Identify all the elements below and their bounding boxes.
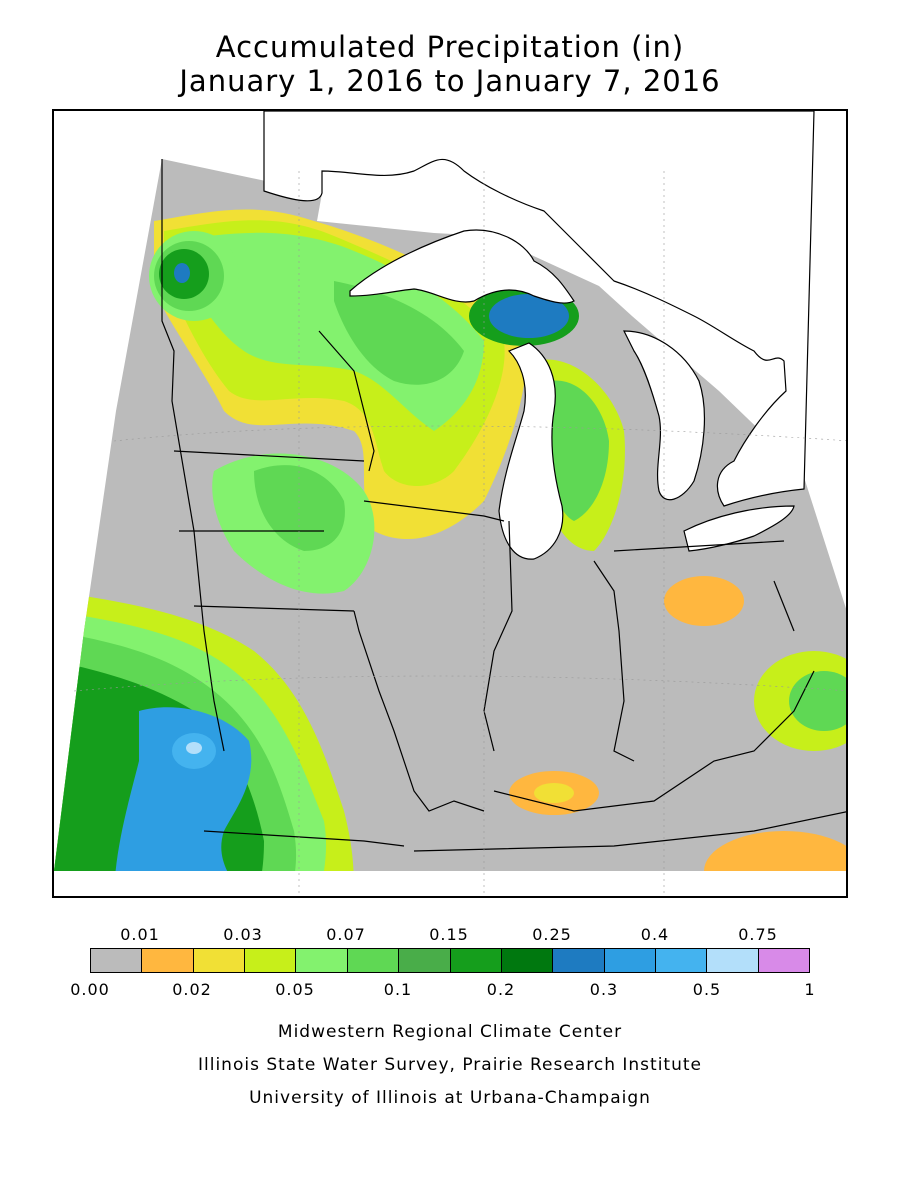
legend-swatch-2 [193, 949, 246, 972]
legend-bottom-label: 0.3 [589, 980, 619, 999]
legend-swatch-5 [347, 949, 400, 972]
canada-landmass [263, 111, 815, 507]
state-boundaries [161, 159, 846, 852]
legend-top-label: 0.25 [532, 925, 572, 944]
legend-bottom-label: 0.02 [172, 980, 212, 999]
credit-organization: Midwestern Regional Climate Center [277, 1022, 623, 1042]
credit-survey: Illinois State Water Survey, Prairie Res… [198, 1055, 702, 1075]
map-title: Accumulated Precipitation (in) [215, 30, 685, 64]
contour-010 [549, 380, 609, 521]
lake-michigan [498, 342, 564, 560]
contour-040 [114, 707, 252, 871]
legend-swatch-1 [142, 949, 194, 972]
legend-top-label: 0.07 [326, 925, 366, 944]
legend-top-label: 0.15 [429, 925, 469, 944]
legend-bottom-label: 0.1 [383, 980, 413, 999]
legend-bottom-label: 0.05 [275, 980, 315, 999]
contour-010 [334, 281, 464, 385]
lat-lon-grid [73, 171, 846, 896]
legend-swatch-8 [501, 949, 554, 972]
legend-bottom-label: 0.5 [692, 980, 722, 999]
legend-top-label: 0.4 [640, 925, 670, 944]
legend-swatch-3 [245, 949, 297, 972]
legend-swatch-0 [91, 949, 143, 972]
legend-bottom-label: 0.2 [486, 980, 516, 999]
legend-top-label: 0.03 [223, 925, 263, 944]
lake-superior [349, 229, 575, 304]
great-lakes [263, 111, 815, 560]
legend-bottom-label: 0.00 [70, 980, 110, 999]
legend-top-label: 0.01 [120, 925, 160, 944]
legend-swatch-6 [399, 949, 451, 972]
lake-erie [683, 505, 795, 552]
contour-030 [174, 263, 190, 283]
contour-003 [534, 783, 574, 803]
contour-075 [186, 742, 202, 754]
legend-colorbar [90, 948, 810, 973]
contour-002 [664, 576, 744, 626]
precipitation-legend: 0.01 0.03 0.07 0.15 0.25 0.4 0.75 0.00 0… [0, 920, 900, 1000]
legend-swatch-9 [553, 949, 605, 972]
legend-swatch-4 [296, 949, 348, 972]
credit-university: University of Illinois at Urbana-Champai… [249, 1088, 651, 1108]
contour-010 [254, 465, 345, 551]
map-date-range: January 1, 2016 to January 7, 2016 [179, 64, 721, 98]
lake-huron [623, 330, 706, 501]
contour-030 [489, 294, 569, 338]
legend-bottom-label: 1 [804, 980, 816, 999]
legend-swatch-11 [655, 949, 708, 972]
legend-top-label: 0.75 [738, 925, 778, 944]
legend-swatch-10 [604, 949, 656, 972]
contour-002 [704, 831, 846, 871]
legend-swatch-12 [707, 949, 759, 972]
precipitation-map [52, 109, 848, 898]
legend-swatch-13 [758, 949, 810, 972]
legend-swatch-7 [450, 949, 502, 972]
